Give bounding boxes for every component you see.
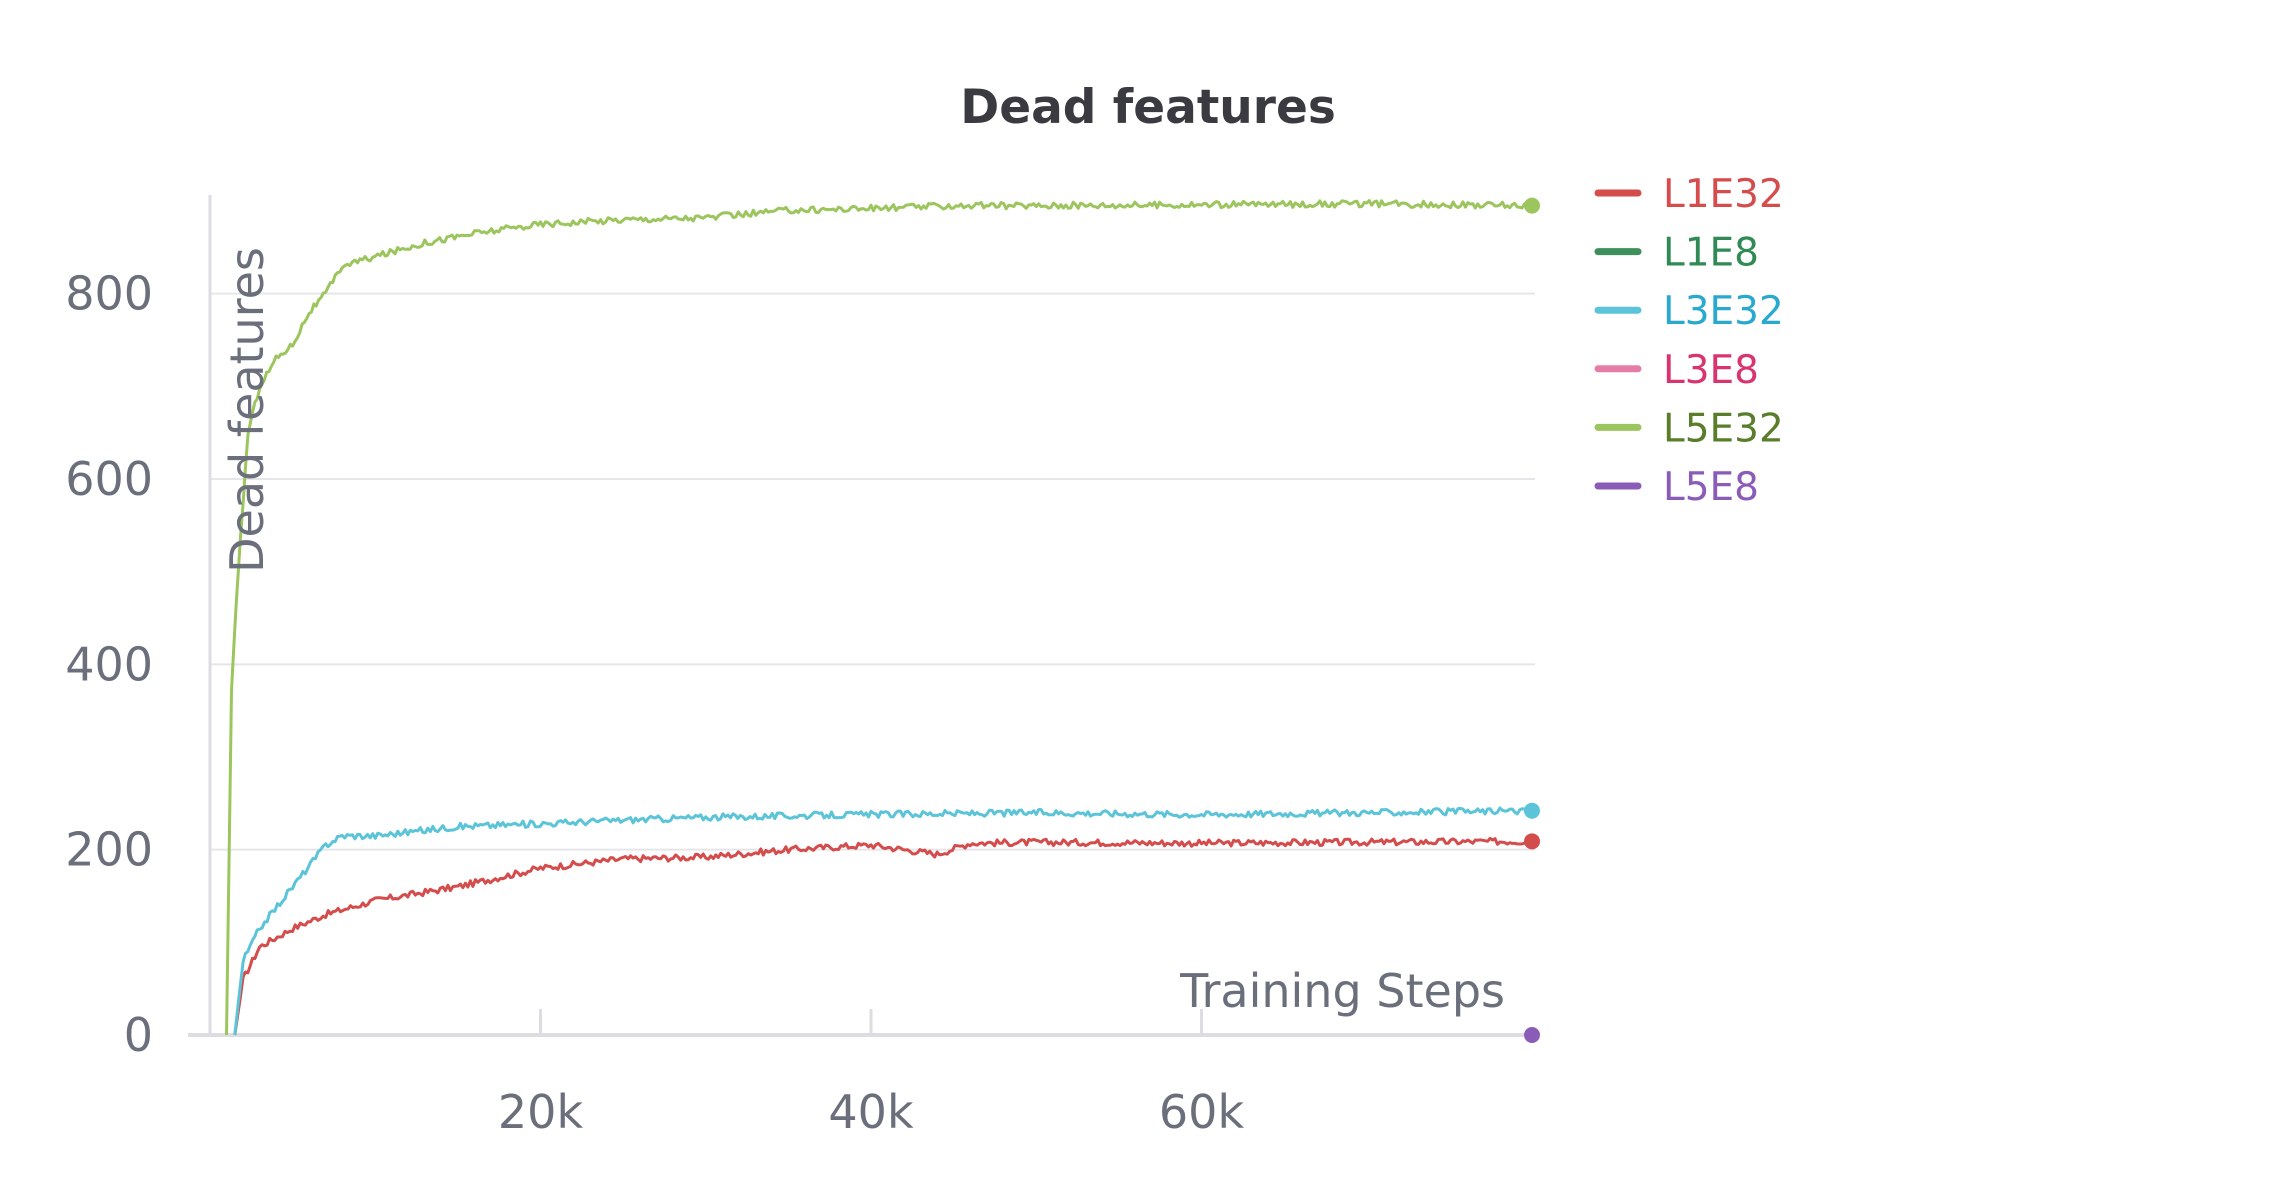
y-tick-label: 800 (65, 267, 153, 321)
y-tick-label: 600 (65, 452, 153, 506)
series-lines (225, 199, 1533, 1036)
legend-label-l5e8: L5E8 (1663, 465, 1759, 510)
y-tick-label: 200 (65, 823, 153, 877)
legend-label-l3e32: L3E32 (1663, 289, 1784, 334)
x-tick-label: 40k (828, 1085, 914, 1139)
legend: L1E32 L1E8 L3E32 L3E8 L5E32 L5E8 (1594, 172, 1784, 510)
endpoint-l1e32 (1524, 833, 1540, 850)
x-tick-label: 60k (1159, 1085, 1245, 1139)
series-line-l5e32 (225, 199, 1533, 1036)
endpoint-l3e32 (1524, 802, 1540, 819)
x-tick-label: 20k (498, 1085, 584, 1139)
x-axis-label: Training Steps (1179, 964, 1505, 1018)
y-tick-label: 0 (124, 1008, 153, 1062)
endpoint-l5e8 (1524, 1027, 1540, 1043)
chart-title: Dead features (960, 80, 1336, 135)
series-endpoints (1524, 197, 1540, 1043)
tick-labels: 0 200 400 600 800 20k 40k 60k (65, 267, 1244, 1139)
legend-label-l3e8: L3E8 (1663, 348, 1759, 393)
y-tick-label: 400 (65, 637, 153, 691)
endpoint-l5e32 (1524, 197, 1540, 214)
y-axis-label: Dead features (220, 247, 274, 573)
grid (210, 292, 1535, 851)
axes (188, 195, 1535, 1037)
series-line-l1e32 (233, 836, 1533, 1036)
legend-label-l1e8: L1E8 (1663, 231, 1759, 276)
series-line-l3e32 (233, 806, 1533, 1036)
legend-label-l1e32: L1E32 (1663, 172, 1784, 217)
legend-label-l5e32: L5E32 (1663, 406, 1784, 451)
